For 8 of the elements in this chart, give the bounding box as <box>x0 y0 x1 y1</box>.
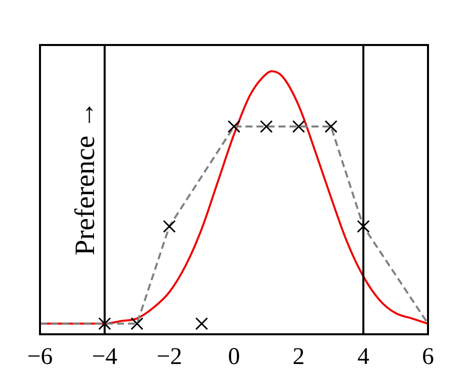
x-tick-label: 6 <box>422 344 434 370</box>
x-tick-label: −4 <box>92 344 118 370</box>
x-tick-label: −2 <box>156 344 182 370</box>
x-tick-label: −6 <box>27 344 53 370</box>
x-tick-label: 4 <box>357 344 370 370</box>
x-tick-label: 0 <box>228 344 240 370</box>
y-axis-title: Preference → <box>70 100 101 256</box>
x-tick-label: 2 <box>292 344 305 370</box>
